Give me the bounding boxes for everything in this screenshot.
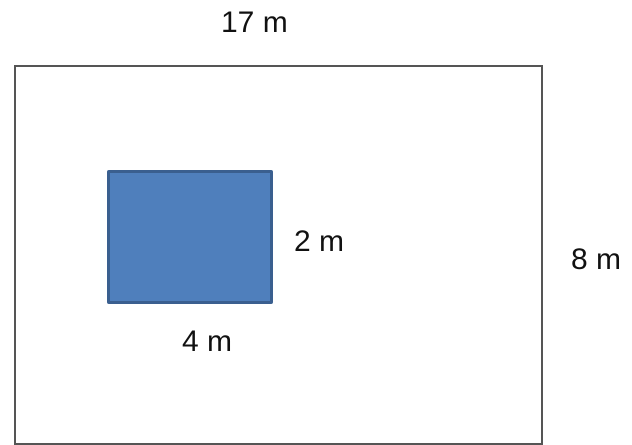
outer-rectangle [14, 65, 543, 445]
outer-width-label: 17 m [221, 6, 288, 39]
inner-rectangle [107, 170, 273, 304]
outer-height-label: 8 m [571, 243, 622, 276]
inner-width-label: 4 m [182, 325, 233, 358]
inner-height-label: 2 m [294, 225, 345, 258]
